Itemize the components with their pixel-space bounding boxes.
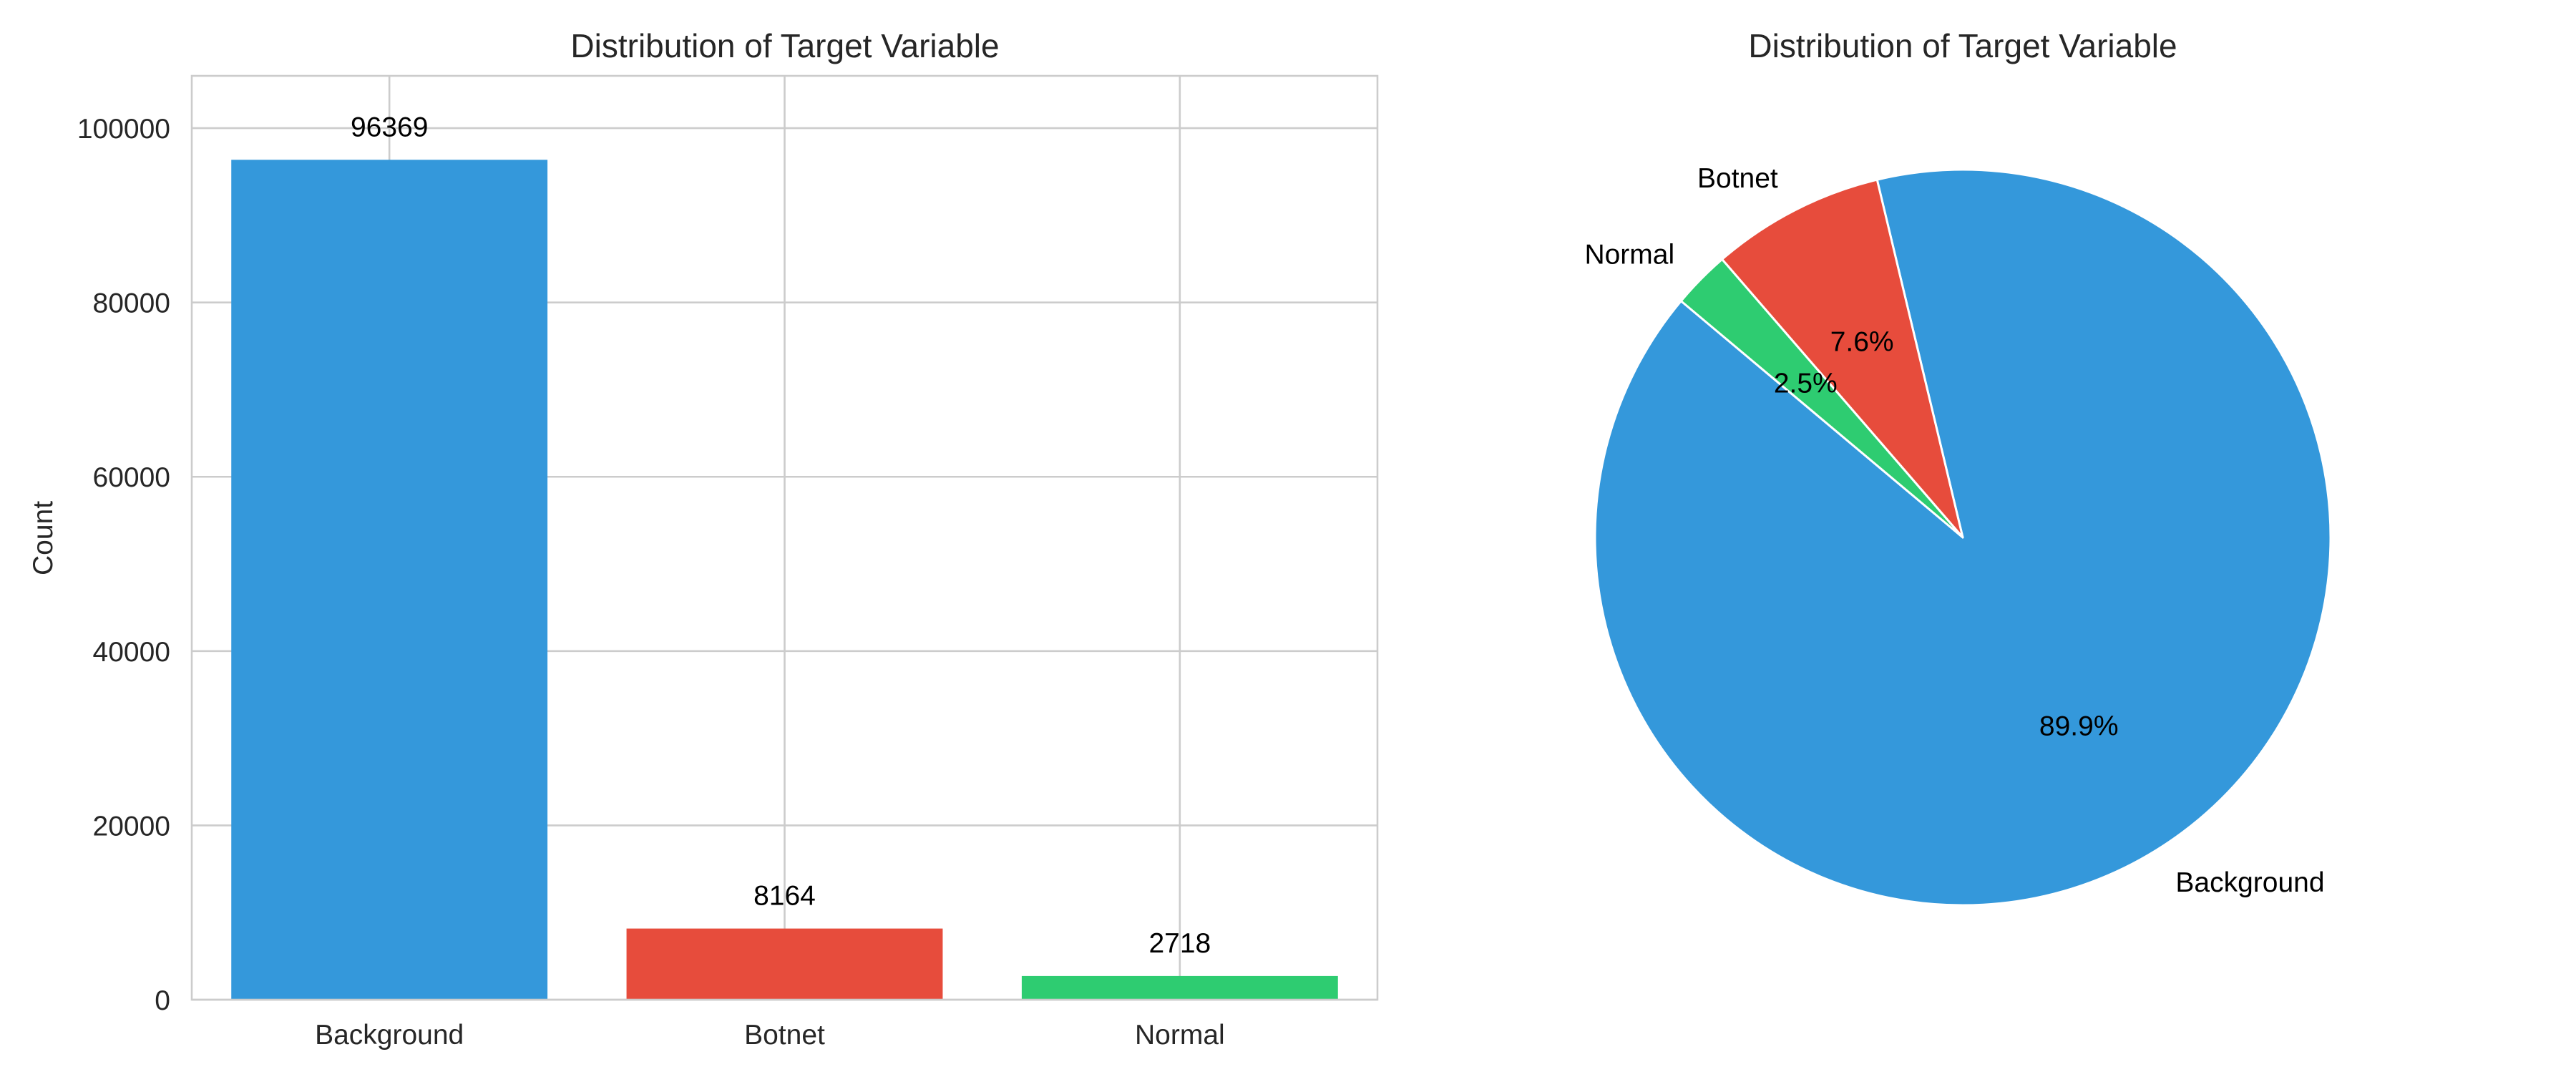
- y-tick-label: 20000: [93, 811, 170, 842]
- pie-percent-label: 7.6%: [1830, 327, 1894, 358]
- pie-label-normal: Normal: [1584, 239, 1674, 270]
- pie-label-background: Background: [2175, 867, 2324, 898]
- pie-chart: Distribution of Target Variable Backgrou…: [1584, 27, 2332, 907]
- bar-value-label: 96369: [351, 112, 428, 142]
- y-tick-label: 60000: [93, 462, 170, 493]
- bar-chart-x-ticks: Background Botnet Normal: [315, 1020, 1225, 1051]
- bar-chart-title: Distribution of Target Variable: [570, 27, 999, 64]
- pie-slice-botnet: [1721, 178, 1964, 539]
- bar-normal: [1021, 975, 1338, 1000]
- pie-chart-title: Distribution of Target Variable: [1748, 27, 2177, 64]
- pie-slice-normal: [1679, 258, 1964, 539]
- pie-label-botnet: Botnet: [1697, 163, 1778, 194]
- pie-chart-slices: [1594, 168, 2332, 907]
- bar-chart-frame: [190, 74, 1379, 1001]
- bar-value-label: 2718: [1148, 928, 1211, 959]
- bar-chart-y-axis-label: Count: [28, 501, 59, 575]
- x-tick-label: Background: [315, 1020, 464, 1051]
- y-tick-label: 100000: [77, 114, 170, 145]
- pie-chart-percent-labels: 89.9% 7.6% 2.5%: [1774, 327, 2119, 742]
- y-tick-label: 0: [155, 985, 170, 1016]
- bar-botnet: [626, 928, 943, 1000]
- bar-chart-value-labels: 96369 8164 2718: [351, 112, 1211, 959]
- bar-chart-bars: [231, 160, 1338, 1000]
- y-tick-label: 40000: [93, 637, 170, 668]
- x-tick-label: Botnet: [744, 1020, 825, 1051]
- bar-chart: Distribution of Target Variable 96369 816…: [28, 27, 1379, 1051]
- pie-chart-labels: Background Botnet Normal: [1584, 163, 2324, 898]
- x-tick-label: Normal: [1135, 1020, 1225, 1051]
- bar-value-label: 8164: [753, 881, 816, 912]
- y-tick-label: 80000: [93, 288, 170, 319]
- pie-percent-label: 89.9%: [2039, 711, 2119, 741]
- bar-background: [231, 160, 548, 1000]
- pie-percent-label: 2.5%: [1774, 369, 1838, 399]
- bar-chart-y-ticks: 0 20000 40000 60000 80000 100000: [77, 114, 170, 1016]
